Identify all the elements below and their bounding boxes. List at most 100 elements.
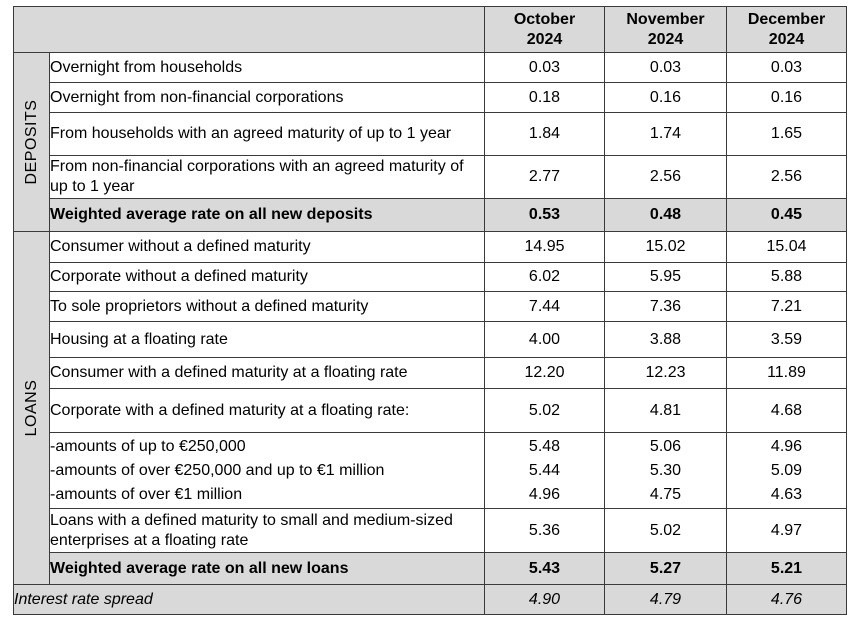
value-cell: 5.02 xyxy=(484,388,605,433)
header-blank-cell xyxy=(13,6,485,53)
value-cell: 5.09 xyxy=(770,462,803,479)
value-cell: 2.56 xyxy=(604,155,727,199)
value-cell: 7.44 xyxy=(484,291,605,322)
total-value: 5.43 xyxy=(484,552,605,585)
month-year: 2024 xyxy=(768,30,805,48)
row-label: Overnight from households xyxy=(49,52,485,83)
subrow-label: -amounts of up to €250,000 xyxy=(50,438,246,455)
header-december: December 2024 xyxy=(726,6,847,53)
value-cell: 0.18 xyxy=(484,82,605,113)
value-cell: 0.03 xyxy=(726,52,847,83)
value-cell: 4.81 xyxy=(604,388,727,433)
row-label: Loans with a defined maturity to small a… xyxy=(49,508,485,553)
row-label: Corporate with a defined maturity at a f… xyxy=(49,388,485,433)
total-value: 0.53 xyxy=(484,198,605,232)
subrow-values-october: 5.48 5.44 4.96 xyxy=(484,432,605,509)
table-row-sme: Loans with a defined maturity to small a… xyxy=(14,508,847,553)
table-row: Overnight from non-financial corporation… xyxy=(14,82,847,113)
deposits-group-label: DEPOSITS xyxy=(22,99,40,185)
value-cell: 1.74 xyxy=(604,112,727,156)
total-value: 0.48 xyxy=(604,198,727,232)
value-cell: 14.95 xyxy=(484,231,605,263)
month-name: December xyxy=(747,10,826,28)
row-label: Corporate without a defined maturity xyxy=(49,262,485,292)
value-cell: 2.77 xyxy=(484,155,605,199)
loans-total-row: Weighted average rate on all new loans 5… xyxy=(13,552,847,585)
table-row: To sole proprietors without a defined ma… xyxy=(14,291,847,322)
month-name: November xyxy=(626,10,705,28)
row-label: Housing at a floating rate xyxy=(49,321,485,358)
value-cell: 5.02 xyxy=(604,508,727,553)
spread-value: 4.90 xyxy=(484,584,605,615)
value-cell: 0.16 xyxy=(604,82,727,113)
value-cell: 5.06 xyxy=(649,438,682,455)
subrow-label: -amounts of over €1 million xyxy=(50,486,243,503)
value-cell: 1.84 xyxy=(484,112,605,156)
value-cell: 12.20 xyxy=(484,357,605,389)
table-row: LOANS Consumer without a defined maturit… xyxy=(13,231,847,585)
value-cell: 4.96 xyxy=(528,486,561,503)
value-cell: 0.03 xyxy=(484,52,605,83)
header-row: October 2024 November 2024 December 2024 xyxy=(13,6,847,53)
subrow-labels: -amounts of up to €250,000 -amounts of o… xyxy=(49,432,485,509)
subrow-values-november: 5.06 5.30 4.75 xyxy=(604,432,727,509)
month-year: 2024 xyxy=(526,30,563,48)
spread-value: 4.76 xyxy=(726,584,847,615)
value-cell: 11.89 xyxy=(726,357,847,389)
value-cell: 6.02 xyxy=(484,262,605,292)
value-cell: 5.95 xyxy=(604,262,727,292)
deposits-group-cell: DEPOSITS xyxy=(13,52,50,232)
table-row: Housing at a floating rate 4.00 3.88 3.5… xyxy=(14,321,847,358)
table-row: DEPOSITS Overnight from households 0.03 … xyxy=(13,52,847,232)
value-cell: 5.48 xyxy=(528,438,561,455)
value-cell: 0.16 xyxy=(726,82,847,113)
row-label: From non-financial corporations with an … xyxy=(49,155,485,199)
row-label: Consumer without a defined maturity xyxy=(49,231,485,263)
value-cell: 3.59 xyxy=(726,321,847,358)
value-cell: 2.56 xyxy=(726,155,847,199)
total-label: Weighted average rate on all new loans xyxy=(49,552,485,585)
value-cell: 4.96 xyxy=(770,438,803,455)
total-value: 0.45 xyxy=(726,198,847,232)
loans-group-cell: LOANS xyxy=(13,231,50,585)
value-cell: 5.44 xyxy=(528,462,561,479)
value-cell: 1.65 xyxy=(726,112,847,156)
table-row-corporate-floating: Corporate with a defined maturity at a f… xyxy=(14,388,847,433)
table-row-amount-subrows: -amounts of up to €250,000 -amounts of o… xyxy=(14,432,847,509)
spread-row: Interest rate spread 4.90 4.79 4.76 xyxy=(13,584,847,615)
value-cell: 0.03 xyxy=(604,52,727,83)
total-label: Weighted average rate on all new deposit… xyxy=(49,198,485,232)
loans-group-label: LOANS xyxy=(22,379,40,437)
interest-rates-table: October 2024 November 2024 December 2024 DE… xyxy=(13,6,847,615)
table-row: Corporate without a defined maturity 6.0… xyxy=(14,262,847,292)
value-cell: 7.36 xyxy=(604,291,727,322)
deposits-total-row: Weighted average rate on all new deposit… xyxy=(13,198,847,232)
value-cell: 15.02 xyxy=(604,231,727,263)
month-name: October xyxy=(513,10,576,28)
subrow-values-december: 4.96 5.09 4.63 xyxy=(726,432,847,509)
value-cell: 4.00 xyxy=(484,321,605,358)
table-row: From non-financial corporations with an … xyxy=(14,155,847,199)
value-cell: 4.97 xyxy=(726,508,847,553)
spread-value: 4.79 xyxy=(604,584,727,615)
value-cell: 4.68 xyxy=(726,388,847,433)
value-cell: 7.21 xyxy=(726,291,847,322)
subrow-label: -amounts of over €250,000 and up to €1 m… xyxy=(50,462,385,479)
header-november: November 2024 xyxy=(604,6,727,53)
row-label: Consumer with a defined maturity at a fl… xyxy=(49,357,485,389)
table-row: Consumer with a defined maturity at a fl… xyxy=(14,357,847,389)
row-label: To sole proprietors without a defined ma… xyxy=(49,291,485,322)
spread-label: Interest rate spread xyxy=(13,584,485,615)
row-label: Overnight from non-financial corporation… xyxy=(49,82,485,113)
value-cell: 12.23 xyxy=(604,357,727,389)
value-cell: 5.30 xyxy=(649,462,682,479)
value-cell: 5.88 xyxy=(726,262,847,292)
value-cell: 3.88 xyxy=(604,321,727,358)
value-cell: 15.04 xyxy=(726,231,847,263)
total-value: 5.21 xyxy=(726,552,847,585)
header-october: October 2024 xyxy=(484,6,605,53)
value-cell: 5.36 xyxy=(484,508,605,553)
value-cell: 4.75 xyxy=(649,486,682,503)
row-label: From households with an agreed maturity … xyxy=(49,112,485,156)
value-cell: 4.63 xyxy=(770,486,803,503)
